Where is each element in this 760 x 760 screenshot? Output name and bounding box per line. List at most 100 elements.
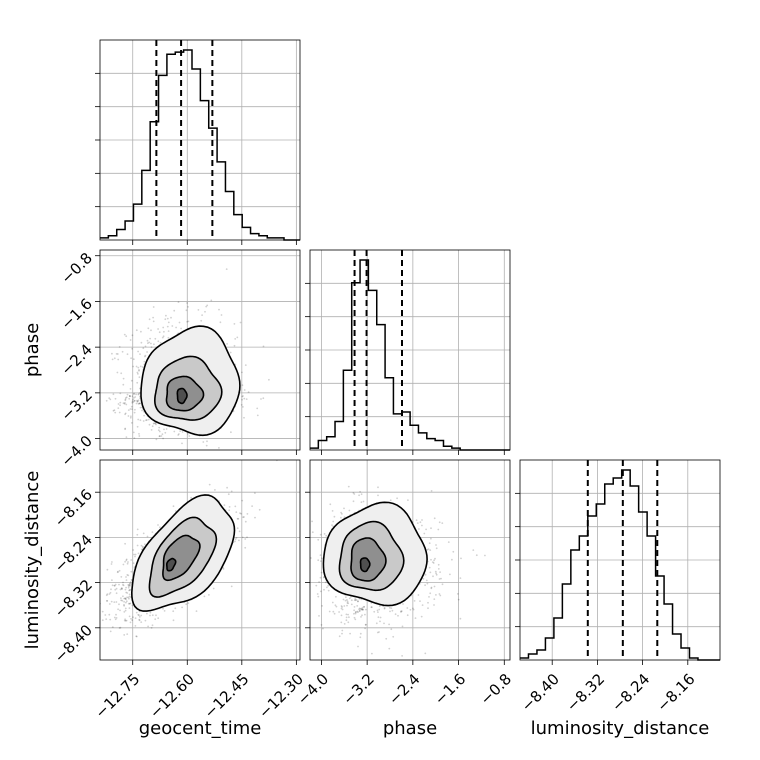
scatter-point: [132, 549, 135, 551]
scatter-point: [241, 384, 244, 387]
scatter-point: [437, 563, 440, 566]
scatter-point: [128, 583, 131, 586]
scatter-point: [163, 428, 165, 431]
scatter-point: [109, 630, 112, 633]
scatter-point: [118, 346, 121, 348]
scatter-point: [417, 594, 420, 596]
scatter-point: [137, 418, 140, 421]
scatter-point: [185, 603, 188, 606]
scatter-point: [319, 576, 322, 579]
scatter-point: [110, 563, 113, 565]
panel-frame: [99, 249, 301, 451]
scatter-point: [332, 520, 335, 523]
scatter-point: [350, 599, 353, 602]
scatter-point: [131, 334, 134, 337]
scatter-point: [359, 636, 362, 639]
scatter-point: [457, 598, 460, 601]
scatter-point: [162, 335, 165, 338]
scatter-point: [233, 323, 236, 325]
scatter-point: [118, 411, 121, 414]
scatter-point: [378, 631, 380, 633]
scatter-point: [133, 553, 135, 556]
scatter-point: [130, 581, 132, 583]
scatter-point: [132, 398, 135, 401]
scatter-point: [397, 614, 399, 617]
scatter-point: [322, 627, 324, 630]
scatter-point: [430, 586, 433, 589]
scatter-point: [127, 561, 129, 563]
scatter-point: [148, 318, 151, 321]
scatter-point: [136, 400, 139, 403]
scatter-point: [181, 431, 184, 433]
scatter-point: [425, 579, 428, 582]
scatter-point: [364, 627, 366, 630]
scatter-point: [361, 606, 364, 609]
scatter-point: [353, 612, 355, 615]
scatter-point: [101, 610, 104, 613]
scatter-point: [197, 309, 200, 311]
scatter-point: [126, 353, 129, 356]
scatter-point: [129, 582, 131, 585]
scatter-point: [140, 330, 142, 333]
scatter-point: [310, 557, 312, 559]
scatter-point: [125, 576, 127, 578]
scatter-point: [132, 401, 135, 403]
scatter-point: [452, 550, 455, 553]
scatter-point: [149, 614, 151, 617]
scatter-point: [126, 596, 128, 599]
scatter-point: [119, 401, 122, 404]
scatter-point: [146, 535, 149, 538]
contour-level-1: [359, 557, 371, 573]
scatter-point: [178, 321, 181, 324]
scatter-point: [341, 606, 343, 608]
scatter-point: [162, 326, 165, 329]
scatter-point: [430, 558, 432, 561]
scatter-point: [322, 576, 325, 579]
scatter-point: [116, 353, 119, 355]
scatter-point: [435, 572, 437, 575]
y-tick-label-luminosity_distance: −8.40: [51, 621, 96, 666]
scatter-point: [124, 597, 127, 600]
scatter-point: [437, 528, 440, 531]
scatter-point: [379, 620, 381, 623]
scatter-point: [321, 557, 323, 560]
scatter-point: [321, 605, 323, 607]
scatter-point: [115, 353, 118, 355]
scatter-point: [355, 611, 357, 613]
scatter-point: [353, 606, 356, 608]
scatter-point: [311, 520, 313, 523]
scatter-point: [157, 617, 160, 620]
scatter-point: [356, 610, 359, 613]
scatter-point: [125, 601, 127, 604]
scatter-point: [311, 531, 314, 534]
scatter-point: [137, 366, 140, 369]
scatter-point: [137, 373, 139, 375]
scatter-point: [127, 586, 130, 589]
scatter-point: [356, 605, 359, 607]
scatter-point: [106, 600, 109, 602]
scatter-point: [354, 618, 357, 621]
scatter-point: [148, 341, 151, 344]
scatter-point: [346, 599, 348, 601]
scatter-point: [317, 559, 320, 562]
scatter-point: [120, 372, 123, 375]
scatter-point: [130, 379, 133, 382]
scatter-point: [133, 397, 135, 399]
scatter-point: [134, 625, 137, 627]
scatter-point: [428, 542, 431, 545]
scatter-point: [139, 402, 142, 405]
scatter-point: [121, 588, 123, 590]
scatter-point: [343, 605, 346, 607]
scatter-point: [228, 506, 231, 508]
scatter-point: [174, 607, 177, 610]
scatter-point: [376, 631, 379, 634]
scatter-point: [378, 608, 381, 611]
scatter-point: [136, 399, 138, 402]
scatter-point: [175, 326, 178, 329]
scatter-point: [323, 588, 325, 591]
scatter-point: [124, 618, 126, 621]
scatter-point: [125, 586, 127, 589]
contour-level-2: [165, 375, 205, 412]
scatter-point: [262, 397, 265, 400]
scatter-point: [230, 585, 233, 588]
